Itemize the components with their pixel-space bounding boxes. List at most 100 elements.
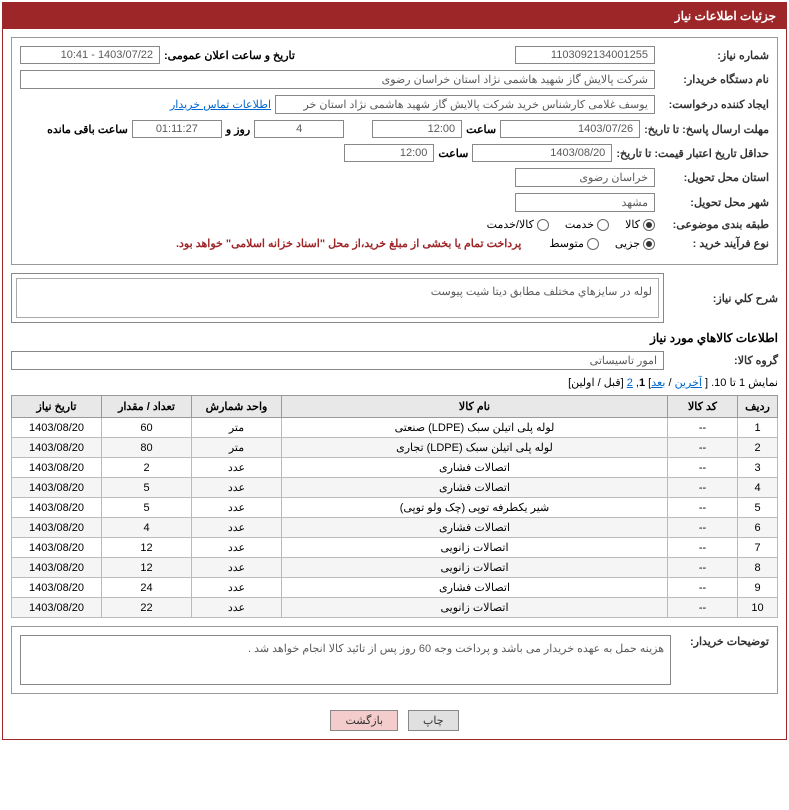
th-row: ردیف [738, 396, 778, 418]
table-cell: 12 [102, 538, 192, 558]
buyer-notes-value: هزینه حمل به عهده خریدار می باشد و پرداخ… [20, 635, 671, 685]
province-value: خراسان رضوی [515, 168, 655, 187]
table-cell: شیر یکطرفه توپی (چک ولو توپی) [282, 498, 668, 518]
deadline-date: 1403/07/26 [500, 120, 640, 138]
table-cell: عدد [192, 578, 282, 598]
group-value: امور تاسیساتی [11, 351, 664, 370]
table-row: 10--اتصالات زانوییعدد221403/08/20 [12, 598, 778, 618]
table-cell: اتصالات فشاری [282, 478, 668, 498]
table-cell: عدد [192, 498, 282, 518]
footer-buttons: چاپ بازگشت [3, 702, 786, 739]
table-cell: 1403/08/20 [12, 498, 102, 518]
back-button[interactable]: بازگشت [330, 710, 398, 731]
announce-label: تاریخ و ساعت اعلان عمومی: [164, 49, 295, 62]
table-cell: 5 [738, 498, 778, 518]
table-row: 4--اتصالات فشاریعدد51403/08/20 [12, 478, 778, 498]
radio-service-label: خدمت [565, 218, 594, 231]
table-cell: 22 [102, 598, 192, 618]
table-cell: -- [668, 478, 738, 498]
table-cell: عدد [192, 538, 282, 558]
requester-label: ایجاد کننده درخواست: [659, 98, 769, 111]
buyer-contact-link[interactable]: اطلاعات تماس خریدار [170, 98, 271, 111]
table-cell: اتصالات فشاری [282, 458, 668, 478]
table-cell: 5 [102, 498, 192, 518]
table-cell: 9 [738, 578, 778, 598]
table-cell: 1403/08/20 [12, 458, 102, 478]
table-cell: عدد [192, 558, 282, 578]
th-name: نام کالا [282, 396, 668, 418]
buyer-org-value: شرکت پالایش گاز شهید هاشمی نژاد استان خر… [20, 70, 655, 89]
table-cell: -- [668, 418, 738, 438]
table-cell: 6 [738, 518, 778, 538]
table-row: 9--اتصالات فشاریعدد241403/08/20 [12, 578, 778, 598]
page-title-bar: جزئیات اطلاعات نیاز [3, 3, 786, 29]
table-cell: 3 [738, 458, 778, 478]
th-code: کد کالا [668, 396, 738, 418]
need-number-value: 1103092134001255 [515, 46, 655, 64]
radio-medium[interactable] [587, 238, 599, 250]
process-label: نوع فرآیند خرید : [659, 237, 769, 250]
print-button[interactable]: چاپ [408, 710, 459, 731]
general-desc-label: شرح کلي نياز: [668, 292, 778, 305]
table-cell: عدد [192, 458, 282, 478]
deadline-label: مهلت ارسال پاسخ: تا تاریخ: [644, 123, 769, 136]
days-remaining: 4 [254, 120, 344, 138]
city-value: مشهد [515, 193, 655, 212]
table-cell: 1403/08/20 [12, 598, 102, 618]
requester-value: یوسف غلامی کارشناس خرید شرکت پالایش گاز … [275, 95, 655, 114]
table-cell: 60 [102, 418, 192, 438]
table-cell: لوله پلی اتیلن سبک (LDPE) تجاری [282, 438, 668, 458]
table-row: 5--شیر یکطرفه توپی (چک ولو توپی)عدد51403… [12, 498, 778, 518]
deadline-time: 12:00 [372, 120, 462, 138]
table-row: 1--لوله پلی اتیلن سبک (LDPE) صنعتیمتر601… [12, 418, 778, 438]
details-section: شماره نیاز: 1103092134001255 تاریخ و ساع… [11, 37, 778, 265]
radio-partial[interactable] [643, 238, 655, 250]
process-note: پرداخت تمام یا بخشی از مبلغ خرید،از محل … [176, 237, 521, 250]
table-cell: 1403/08/20 [12, 558, 102, 578]
table-cell: عدد [192, 518, 282, 538]
table-cell: -- [668, 558, 738, 578]
table-cell: -- [668, 538, 738, 558]
pagination-next-link[interactable]: بعد [651, 377, 665, 389]
radio-both[interactable] [537, 219, 549, 231]
table-cell: لوله پلی اتیلن سبک (LDPE) صنعتی [282, 418, 668, 438]
pagination: نمایش 1 تا 10. [ آخرین / بعد] 1, 2 [قبل … [11, 376, 778, 389]
buyer-notes-label: توضیحات خریدار: [679, 635, 769, 685]
table-cell: 5 [102, 478, 192, 498]
table-cell: متر [192, 418, 282, 438]
content-area: شماره نیاز: 1103092134001255 تاریخ و ساع… [3, 29, 786, 702]
radio-goods-label: کالا [625, 218, 640, 231]
time-label-2: ساعت [438, 147, 468, 160]
time-label-1: ساعت [466, 123, 496, 136]
table-row: 6--اتصالات فشاریعدد41403/08/20 [12, 518, 778, 538]
validity-label: حداقل تاریخ اعتبار قیمت: تا تاریخ: [616, 147, 769, 160]
table-row: 3--اتصالات فشاریعدد21403/08/20 [12, 458, 778, 478]
buyer-notes-section: توضیحات خریدار: هزینه حمل به عهده خریدار… [11, 626, 778, 694]
remaining-label: ساعت باقی مانده [47, 123, 128, 136]
th-date: تاریخ نیاز [12, 396, 102, 418]
buyer-org-label: نام دستگاه خریدار: [659, 73, 769, 86]
table-cell: اتصالات فشاری [282, 518, 668, 538]
page-title: جزئیات اطلاعات نیاز [675, 9, 776, 23]
table-cell: 4 [102, 518, 192, 538]
table-row: 2--لوله پلی اتیلن سبک (LDPE) تجاریمتر801… [12, 438, 778, 458]
table-cell: 1403/08/20 [12, 518, 102, 538]
table-cell: اتصالات فشاری [282, 578, 668, 598]
pagination-last-link[interactable]: آخرین [675, 377, 702, 389]
radio-goods[interactable] [643, 219, 655, 231]
category-label: طبقه بندی موضوعی: [659, 218, 769, 231]
category-radio-group: کالا خدمت کالا/خدمت [487, 218, 655, 231]
table-row: 7--اتصالات زانوییعدد121403/08/20 [12, 538, 778, 558]
table-cell: 12 [102, 558, 192, 578]
validity-time: 12:00 [344, 144, 434, 162]
items-table: ردیف کد کالا نام کالا واحد شمارش تعداد /… [11, 395, 778, 618]
table-cell: اتصالات زانویی [282, 558, 668, 578]
table-cell: 4 [738, 478, 778, 498]
table-cell: اتصالات زانویی [282, 598, 668, 618]
announce-value: 1403/07/22 - 10:41 [20, 46, 160, 64]
table-cell: 7 [738, 538, 778, 558]
table-row: 8--اتصالات زانوییعدد121403/08/20 [12, 558, 778, 578]
group-label: گروه کالا: [668, 354, 778, 367]
pagination-prev: [قبل / اولین] [568, 377, 627, 389]
radio-service[interactable] [597, 219, 609, 231]
